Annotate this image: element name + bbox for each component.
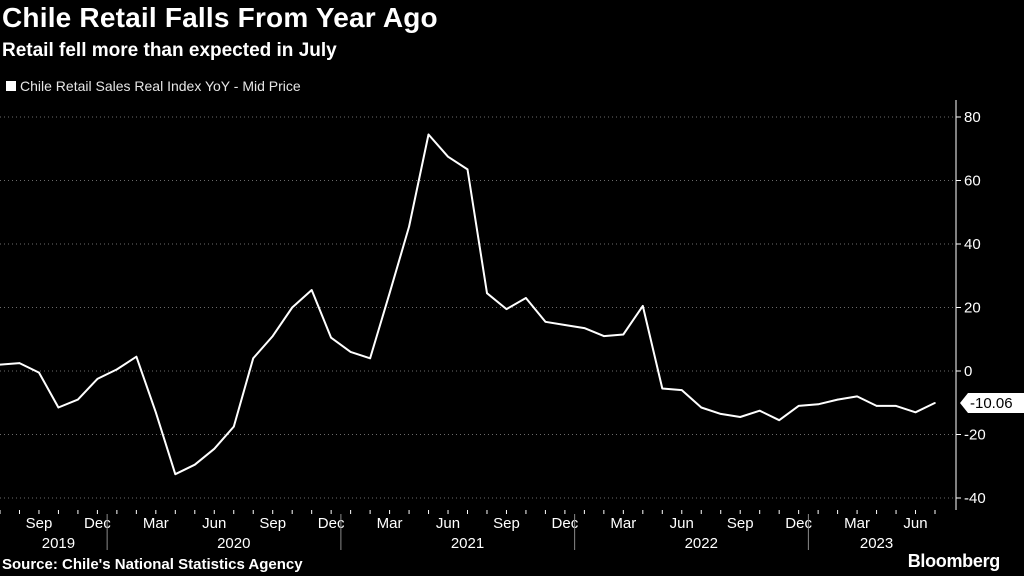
data-point — [778, 419, 780, 422]
x-tick-label: Jun — [202, 515, 226, 532]
x-tick-label: Mar — [844, 515, 870, 532]
data-point — [174, 473, 177, 475]
data-point — [252, 357, 255, 360]
chart-subtitle: Retail fell more than expected in July — [2, 40, 337, 61]
x-tick-label: Sep — [259, 515, 286, 532]
legend-label: Chile Retail Sales Real Index YoY - Mid … — [20, 78, 301, 94]
data-point — [330, 336, 332, 339]
data-point — [875, 405, 878, 407]
data-point — [856, 395, 858, 398]
x-tick-label: Sep — [493, 515, 520, 532]
data-point — [369, 357, 371, 360]
data-point — [817, 403, 819, 406]
data-point — [466, 168, 469, 171]
data-point — [0, 363, 1, 366]
data-point — [661, 387, 664, 390]
y-tick-label: -20 — [964, 427, 986, 444]
data-point — [583, 327, 586, 329]
data-point — [291, 306, 293, 309]
x-tick-label: Jun — [903, 515, 927, 532]
data-point — [505, 308, 508, 310]
bloomberg-logo: Bloomberg — [907, 551, 1001, 571]
data-point — [155, 411, 157, 414]
legend: Chile Retail Sales Real Index YoY - Mid … — [6, 78, 301, 94]
data-point — [213, 447, 216, 450]
data-point — [680, 389, 683, 391]
y-tick-label: 40 — [964, 236, 981, 253]
data-point — [700, 406, 703, 409]
year-label: 2020 — [217, 535, 250, 552]
year-label: 2019 — [42, 535, 75, 552]
x-tick-label: Dec — [552, 515, 579, 532]
data-point — [525, 297, 527, 299]
data-point — [38, 371, 40, 374]
legend-swatch — [6, 81, 16, 91]
x-tick-label: Jun — [436, 515, 460, 532]
x-tick-label: Dec — [785, 515, 812, 532]
data-point — [642, 305, 644, 307]
data-point — [895, 405, 897, 407]
data-point — [719, 413, 722, 415]
chart-title: Chile Retail Falls From Year Ago — [2, 2, 438, 33]
data-point — [836, 398, 839, 401]
x-tick-label: Dec — [318, 515, 345, 532]
data-point — [603, 335, 605, 337]
x-tick-label: Sep — [727, 515, 754, 532]
y-tick-label: 20 — [964, 300, 981, 317]
data-point — [57, 406, 60, 409]
x-tick-label: Mar — [610, 515, 636, 532]
data-point — [486, 292, 488, 295]
data-point — [758, 409, 761, 412]
data-point — [388, 292, 391, 295]
data-point — [797, 405, 800, 407]
data-point — [564, 324, 566, 326]
last-value-tag — [960, 392, 1024, 413]
x-tick-label: Mar — [377, 515, 403, 532]
data-point — [116, 368, 118, 371]
x-tick-label: Dec — [84, 515, 111, 532]
data-point — [408, 225, 410, 228]
data-point — [77, 398, 79, 401]
data-point — [739, 416, 742, 418]
x-tick-label: Sep — [26, 515, 53, 532]
last-value-label: -10.06 — [970, 395, 1013, 412]
data-point — [96, 378, 99, 380]
source-note: Source: Chile's National Statistics Agen… — [2, 556, 303, 573]
data-point — [271, 335, 274, 337]
series-line — [0, 133, 936, 476]
data-point — [232, 425, 235, 428]
y-tick-label: 0 — [964, 363, 972, 380]
year-label: 2023 — [860, 535, 893, 552]
data-point — [193, 463, 196, 466]
y-tick-label: 80 — [964, 109, 981, 126]
x-tick-label: Mar — [143, 515, 169, 532]
data-point — [135, 355, 138, 358]
data-point — [310, 289, 313, 291]
data-point — [18, 362, 21, 364]
year-label: 2022 — [685, 535, 718, 552]
year-label: 2021 — [451, 535, 484, 552]
data-point — [914, 411, 917, 414]
data-point — [622, 333, 625, 336]
data-point — [934, 402, 936, 404]
data-point — [544, 320, 547, 323]
y-tick-label: 60 — [964, 173, 981, 190]
data-point — [427, 133, 430, 136]
y-tick-label: -40 — [964, 490, 986, 507]
x-tick-label: Jun — [670, 515, 694, 532]
data-point — [349, 351, 352, 353]
data-point — [447, 155, 449, 158]
